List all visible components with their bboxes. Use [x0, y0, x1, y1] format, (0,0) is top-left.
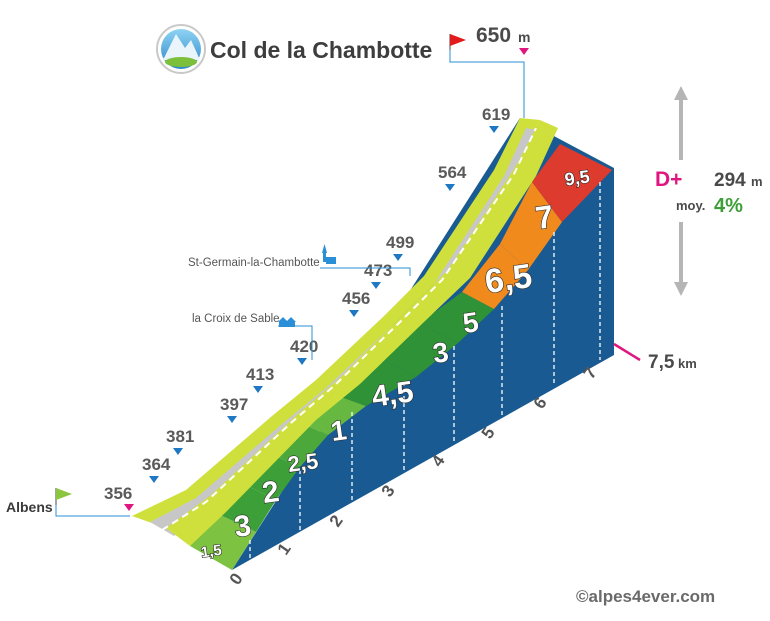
km-mark-label: 5	[478, 424, 499, 443]
segment-gradient-label: 2,5	[286, 448, 320, 477]
segment-band-9	[462, 244, 528, 309]
altitude-mark-label: 420	[290, 337, 318, 356]
segment-band-8	[420, 292, 494, 343]
summit-marker-icon	[519, 48, 529, 55]
segment-gradient-label: 3	[232, 509, 253, 544]
altitude-marker-icon	[445, 184, 455, 191]
segment-band-11	[532, 144, 612, 222]
distance-value: 7,5	[648, 352, 675, 373]
start-flag-icon	[56, 488, 72, 500]
dplus-value: 294	[714, 170, 746, 191]
church-icon	[322, 244, 336, 264]
dplus-label: D+	[655, 168, 682, 191]
segment-band-10	[500, 182, 562, 270]
page-title: Col de la Chambotte	[210, 37, 432, 63]
dplus-unit: m	[751, 174, 763, 189]
altitude-mark-label: 381	[166, 427, 194, 446]
start-name: Albens	[6, 499, 53, 515]
houses-icon	[278, 317, 296, 327]
altitude-marker-icon	[371, 282, 381, 289]
distance-unit: km	[678, 356, 697, 371]
km-mark-label: 1	[274, 540, 295, 559]
start-marker: Albens 356	[6, 484, 134, 517]
title-block: Col de la Chambotte	[156, 24, 432, 74]
mountain-logo-icon	[156, 24, 206, 74]
copyright: ©alpes4ever.com	[576, 587, 715, 606]
road-centerline	[161, 127, 537, 531]
km-mark-label: 0	[226, 570, 247, 589]
segment-gradient-label: 1,5	[200, 542, 223, 562]
summit-altitude: 650	[476, 24, 511, 47]
altitude-mark-label: 397	[220, 395, 248, 414]
gradient-bands	[190, 144, 612, 570]
start-altitude: 356	[104, 484, 132, 503]
altitude-mark-label: 619	[482, 105, 510, 124]
altitude-mark-label: 564	[438, 163, 467, 182]
altitude-marker-icon	[489, 126, 499, 133]
segment-gradient-label: 5	[461, 306, 481, 339]
km-mark-label: 4	[428, 451, 449, 470]
km-mark-label: 2	[326, 512, 347, 531]
altitude-marker-icon	[349, 310, 359, 317]
summit-unit: m	[518, 29, 530, 45]
summit-marker: 650 m	[449, 24, 530, 118]
segment-gradient-label: 1	[329, 414, 349, 447]
place-st-germain: St-Germain-la-Chambotte	[188, 244, 411, 276]
segment-band-7	[376, 323, 458, 377]
road-surface	[150, 128, 548, 536]
segment-gradient-label: 6,5	[482, 257, 534, 301]
distance-marker: 7,5 km	[613, 342, 697, 373]
altitude-marker-icon	[227, 416, 237, 423]
average-value: 4%	[714, 195, 743, 217]
altitude-mark-label: 499	[386, 233, 414, 252]
segment-gradient-label: 9,5	[563, 166, 591, 189]
arrow-up-icon	[674, 86, 688, 100]
altitude-marker-icon	[253, 386, 263, 393]
start-marker-icon	[124, 504, 134, 511]
summit-flag-icon	[450, 34, 466, 46]
km-gridlines	[249, 182, 601, 560]
place-label: la Croix de Sable	[192, 313, 280, 325]
altitude-marker-icon	[149, 476, 159, 483]
average-label: moy.	[676, 198, 705, 213]
elevation-summary: D+ 294 m moy. 4%	[655, 86, 763, 296]
segment-gradient-label: 4,5	[370, 375, 416, 413]
place-croix-de-sable: la Croix de Sable	[192, 313, 313, 360]
altitude-mark-label: 456	[342, 289, 370, 308]
segment-gradient-label: 2	[260, 475, 281, 510]
altitude-mark-label: 473	[364, 261, 392, 280]
km-mark-label: 3	[378, 482, 399, 501]
altitude-mark-label: 413	[246, 365, 274, 384]
altitude-marker-icon	[173, 448, 183, 455]
altitude-marker-icon	[393, 254, 403, 261]
altitude-mark-label: 364	[142, 455, 171, 474]
segment-gradient-label: 7	[533, 198, 556, 236]
place-label: St-Germain-la-Chambotte	[188, 257, 320, 269]
arrow-down-icon	[674, 282, 688, 296]
altitude-marker-icon	[297, 358, 307, 365]
segment-gradient-label: 3	[431, 336, 451, 369]
